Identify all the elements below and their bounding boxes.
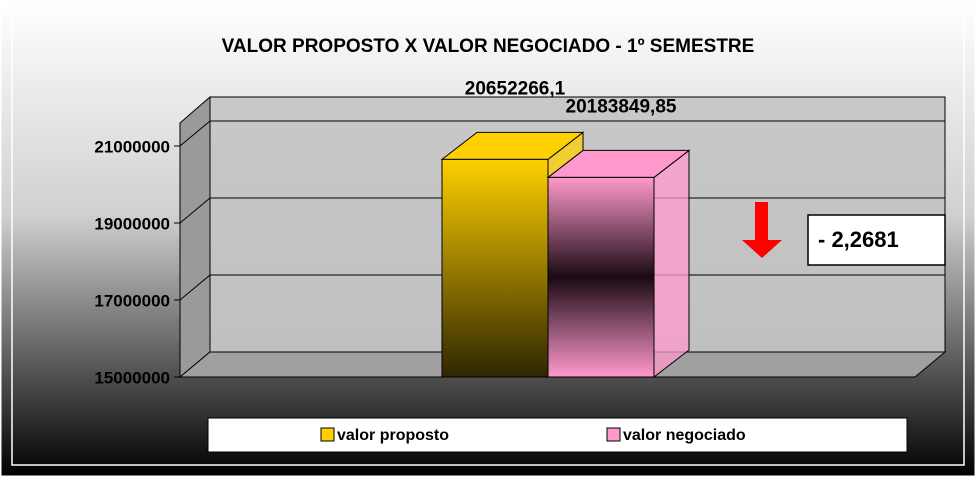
bar bbox=[547, 176, 655, 378]
data-label: 20652266,1 bbox=[465, 78, 566, 99]
chart-title: VALOR PROPOSTO X VALOR NEGOCIADO - 1º SE… bbox=[222, 36, 755, 57]
legend-label: valor proposto bbox=[337, 427, 449, 444]
y-tick-label: 17000000 bbox=[94, 291, 170, 310]
bar-side bbox=[653, 149, 690, 379]
side-wall bbox=[179, 95, 211, 379]
bar bbox=[441, 158, 549, 378]
legend-label: valor negociado bbox=[623, 427, 746, 444]
y-tick-label: 21000000 bbox=[94, 137, 170, 156]
annotation: - 2,2681 bbox=[818, 227, 899, 252]
legend-swatch bbox=[606, 427, 621, 442]
grid-line bbox=[179, 120, 945, 147]
legend-swatch bbox=[320, 427, 335, 442]
inner-frame bbox=[11, 11, 965, 466]
y-tick-label: 15000000 bbox=[94, 368, 170, 387]
grid-line bbox=[179, 274, 945, 301]
down-arrow bbox=[742, 202, 782, 258]
grid-line bbox=[179, 197, 945, 224]
data-label: 20183849,85 bbox=[566, 96, 677, 117]
y-tick-label: 19000000 bbox=[94, 214, 170, 233]
legend bbox=[207, 417, 908, 453]
annotation-box bbox=[807, 214, 946, 266]
